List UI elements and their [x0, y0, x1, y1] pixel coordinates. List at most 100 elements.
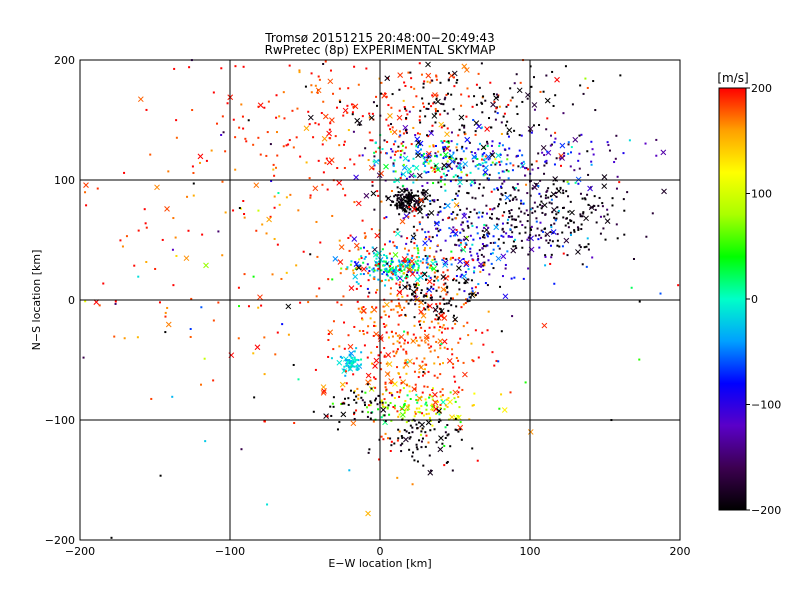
data-point-dot	[507, 235, 510, 238]
data-point-cross	[413, 165, 420, 171]
data-point-dot	[427, 308, 430, 311]
data-point-dot	[493, 364, 496, 367]
data-point-cross	[425, 419, 432, 426]
data-point-dot	[626, 191, 629, 194]
data-point-dot	[370, 228, 373, 231]
data-point-dot	[550, 143, 553, 146]
data-point-dot	[459, 168, 462, 171]
data-point-dot	[361, 410, 364, 413]
data-point-dot	[273, 195, 276, 198]
data-point-dot	[344, 374, 347, 377]
data-point-dot	[460, 239, 463, 242]
data-point-dot	[476, 158, 479, 161]
data-point-dot	[533, 108, 536, 111]
data-point-dot	[343, 347, 346, 350]
data-point-dot	[444, 203, 447, 206]
data-point-cross	[315, 87, 322, 94]
data-point-dot	[477, 148, 480, 151]
data-point-dot	[586, 237, 589, 240]
data-point-dot	[479, 237, 482, 240]
data-point-dot	[545, 128, 548, 131]
data-point-dot	[401, 417, 404, 420]
data-point-dot	[487, 226, 490, 229]
data-point-dot	[255, 229, 258, 232]
data-point-dot	[424, 238, 427, 241]
data-point-dot	[359, 363, 362, 366]
data-point-dot	[348, 469, 351, 472]
data-point-dot	[421, 193, 424, 196]
data-point-dot	[189, 327, 192, 330]
data-point-dot	[398, 264, 401, 267]
data-point-dot	[468, 293, 471, 296]
data-point-dot	[533, 201, 536, 204]
data-point-dot	[435, 340, 438, 343]
data-point-dot	[314, 122, 317, 125]
data-point-dot	[544, 255, 547, 258]
data-point-dot	[440, 398, 443, 401]
data-point-dot	[512, 240, 515, 243]
data-point-dot	[407, 159, 410, 162]
data-point-dot	[373, 208, 376, 211]
data-point-dot	[501, 194, 504, 197]
data-point-dot	[444, 96, 447, 99]
data-point-dot	[143, 208, 146, 211]
data-point-dot	[408, 211, 411, 214]
data-point-dot	[554, 131, 557, 134]
data-point-dot	[578, 167, 581, 170]
data-point-dot	[481, 229, 484, 232]
data-point-dot	[415, 446, 418, 449]
data-point-dot	[493, 207, 496, 210]
data-point-dot	[287, 143, 290, 146]
data-point-dot	[272, 168, 275, 171]
data-point-dot	[396, 197, 399, 200]
colorbar-label: [m/s]	[717, 71, 748, 85]
data-point-dot	[400, 235, 403, 238]
data-point-dot	[473, 271, 476, 274]
data-point-dot	[336, 301, 339, 304]
data-point-dot	[362, 306, 365, 309]
data-point-dot	[486, 212, 489, 215]
data-point-dot	[121, 245, 124, 248]
data-point-dot	[412, 225, 415, 228]
data-point-cross	[445, 162, 452, 169]
data-point-dot	[603, 215, 606, 218]
data-point-dot	[424, 254, 427, 257]
data-point-dot	[516, 113, 519, 116]
data-point-dot	[382, 271, 385, 274]
data-point-dot	[580, 223, 583, 226]
data-point-dot	[395, 204, 398, 207]
data-point-dot	[585, 265, 588, 268]
data-point-dot	[357, 282, 360, 285]
data-point-dot	[424, 398, 427, 401]
data-point-dot	[439, 395, 442, 398]
data-point-dot	[403, 402, 406, 405]
data-point-dot	[526, 238, 529, 241]
data-point-dot	[453, 85, 456, 88]
data-point-dot	[395, 265, 398, 268]
data-point-dot	[412, 263, 415, 266]
data-point-dot	[433, 255, 436, 258]
data-point-dot	[447, 140, 450, 143]
data-point-dot	[332, 405, 335, 408]
data-point-dot	[412, 181, 415, 184]
data-point-dot	[114, 302, 117, 305]
data-point-dot	[392, 342, 395, 345]
data-point-dot	[400, 435, 403, 438]
data-point-dot	[360, 351, 363, 354]
data-point-cross	[423, 333, 430, 340]
data-point-dot	[440, 102, 443, 105]
data-point-cross	[409, 258, 415, 265]
data-point-dot	[492, 267, 495, 270]
data-point-dot	[385, 152, 388, 155]
data-point-dot	[456, 143, 459, 146]
data-point-dot	[332, 396, 335, 399]
data-point-dot	[493, 100, 496, 103]
data-point-dot	[444, 174, 447, 177]
data-point-cross	[495, 255, 502, 262]
data-point-dot	[550, 224, 553, 227]
data-point-dot	[410, 198, 413, 201]
data-point-dot	[482, 245, 485, 248]
data-point-dot	[508, 216, 511, 219]
data-point-dot	[411, 266, 414, 269]
data-point-dot	[442, 150, 445, 153]
